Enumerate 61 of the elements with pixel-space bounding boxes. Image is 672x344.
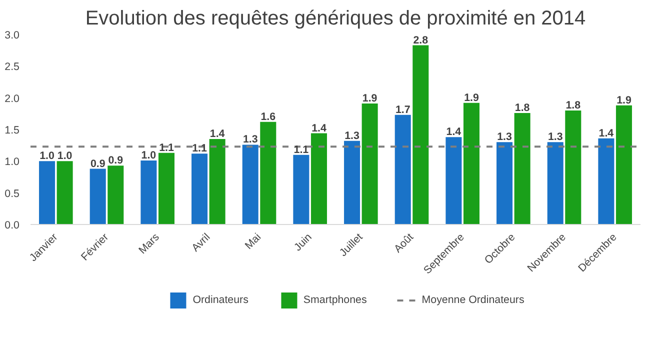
bar [616, 105, 632, 224]
bar [260, 122, 276, 224]
bar [394, 114, 411, 224]
legend-label: Ordinateurs [192, 294, 248, 306]
data-label: 1.0 [57, 150, 72, 162]
x-tick-label: Mai [242, 231, 264, 252]
bar [158, 152, 174, 224]
bar [242, 144, 258, 224]
data-label: 1.4 [210, 128, 225, 140]
bar [56, 161, 73, 224]
data-label: 1.3 [344, 130, 360, 142]
y-tick-label: 1.5 [4, 124, 20, 136]
data-label: 1.1 [192, 142, 207, 155]
data-label: 1.4 [312, 122, 326, 134]
data-label: 1.1 [294, 144, 309, 156]
bar [108, 166, 124, 224]
data-label: 1.3 [548, 131, 563, 144]
data-label: 1.9 [362, 92, 378, 105]
bar [547, 142, 564, 224]
bar [39, 161, 56, 224]
bar [412, 45, 429, 224]
data-label: 1.8 [566, 100, 581, 112]
x-tick-label: Juin [292, 231, 314, 254]
bar [140, 160, 157, 224]
bar [463, 102, 480, 224]
legend-label: Smartphones [303, 294, 367, 306]
bar [565, 110, 582, 224]
bar [209, 139, 226, 224]
data-label: 1.0 [40, 150, 54, 162]
bar [344, 140, 360, 224]
data-label: 1.1 [159, 142, 174, 154]
data-label: 2.8 [413, 34, 428, 46]
data-label: 1.0 [141, 150, 156, 162]
data-label: 1.3 [242, 134, 258, 146]
bar [514, 113, 530, 224]
data-label: 1.4 [446, 126, 462, 138]
legend-label: Moyenne Ordinateurs [422, 294, 524, 306]
bar [446, 137, 462, 224]
data-label: 1.4 [598, 127, 614, 140]
bar [293, 154, 310, 224]
data-label: 0.9 [90, 158, 106, 170]
data-label: 1.9 [616, 94, 632, 106]
y-tick-label: 2.0 [4, 92, 20, 105]
y-tick-label: 1.0 [4, 156, 20, 168]
data-label: 1.9 [464, 92, 479, 104]
data-label: 1.6 [260, 110, 276, 123]
chart-title: Evolution des requêtes génériques de proximité en 2014 [85, 8, 586, 30]
data-label: 1.3 [497, 131, 512, 144]
data-label: 1.7 [395, 104, 410, 116]
y-tick-label: 3.0 [4, 30, 20, 42]
bar [192, 154, 208, 224]
bar [310, 133, 327, 224]
y-tick-label: 2.5 [4, 61, 20, 74]
y-tick-label: 0.0 [4, 220, 20, 232]
y-tick-label: 0.5 [4, 188, 20, 200]
bar [90, 168, 106, 224]
data-label: 1.8 [514, 102, 530, 114]
bar [598, 138, 614, 224]
bar [362, 104, 378, 224]
bar [496, 142, 513, 224]
data-label: 0.9 [108, 154, 124, 167]
